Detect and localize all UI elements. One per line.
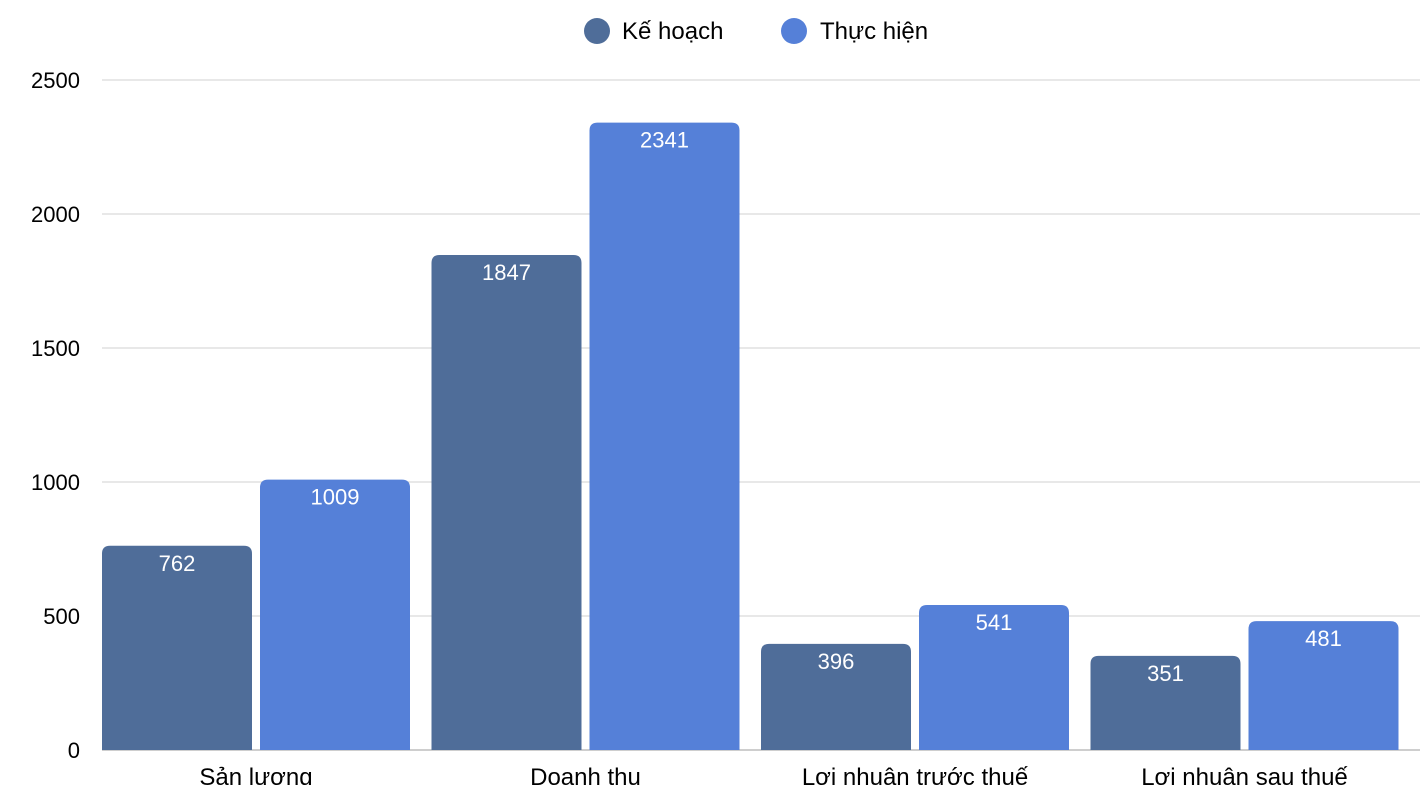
data-label: 1009 [311,485,360,510]
legend-swatch [584,18,610,44]
data-label: 1847 [482,260,531,285]
bar-actual [589,122,740,750]
x-tick-label: Lợi nhuận sau thuế [1141,764,1348,785]
data-label: 541 [976,610,1013,635]
legend-label: Thực hiện [820,18,928,45]
data-label: 481 [1305,626,1342,651]
legend: Kế hoạch Thực hiện [584,18,928,45]
bar-plan [431,255,582,750]
y-tick-label: 2500 [31,68,80,93]
data-label: 396 [818,649,855,674]
y-axis: 0 500 1000 1500 2000 2500 [31,68,80,763]
bars: 762 1009 1847 2341 396 541 351 481 [102,122,1399,750]
y-tick-label: 0 [68,738,80,763]
legend-swatch [781,18,807,44]
bar-actual [1248,621,1399,750]
bar-actual [260,479,410,750]
y-tick-label: 500 [43,604,80,629]
data-label: 351 [1147,661,1184,686]
x-axis: Sản lượng Doanh thu Lợi nhuận trước thuế Lợ… [199,764,1348,790]
y-tick-label: 1000 [31,470,80,495]
y-tick-label: 1500 [31,336,80,361]
bar-plan [761,643,911,750]
x-tick-label: Sản lượng [199,764,312,785]
data-label: 762 [159,551,196,576]
bar-plan [1090,655,1241,750]
x-tick-label: Lợi nhuận trước thuế [802,764,1029,785]
bar-plan [102,545,252,750]
data-label: 2341 [640,128,689,153]
bar-actual [919,605,1069,750]
x-tick-label: Doanh thu [530,764,641,785]
y-tick-label: 2000 [31,202,80,227]
legend-label: Kế hoạch [622,18,723,45]
